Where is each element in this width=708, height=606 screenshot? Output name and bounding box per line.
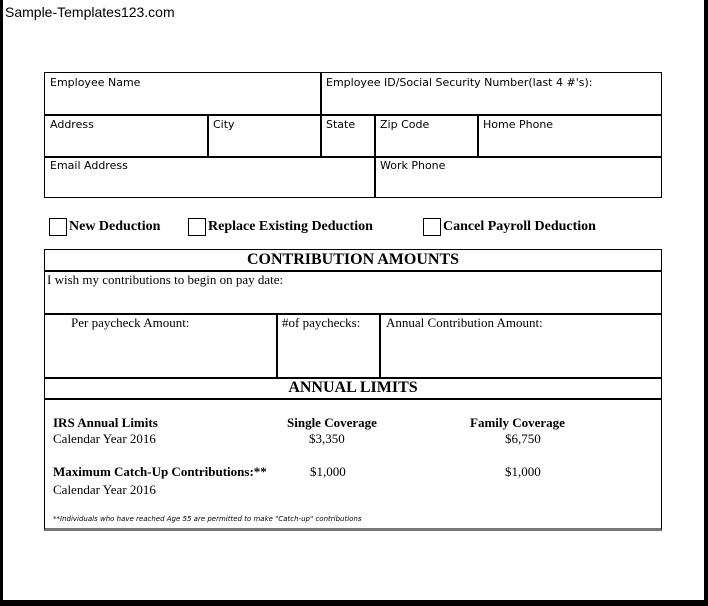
single-coverage-header: Single Coverage xyxy=(287,415,377,430)
catchup-footnote: **Individuals who have reached Age 55 ar… xyxy=(53,515,362,523)
checkbox-label: New Deduction xyxy=(69,219,161,234)
begin-date-field[interactable]: I wish my contributions to begin on pay … xyxy=(47,272,284,287)
catchup-label: Maximum Catch-Up Contributions:** xyxy=(53,464,267,479)
state-field[interactable]: State xyxy=(326,118,356,131)
home-phone-field[interactable]: Home Phone xyxy=(483,118,554,131)
checkbox-icon[interactable] xyxy=(49,218,67,236)
calendar-year-label: Calendar Year 2016 xyxy=(53,431,156,446)
email-field[interactable]: Email Address xyxy=(50,159,128,172)
cancel-deduction-checkbox[interactable]: Cancel Payroll Deduction xyxy=(423,218,596,236)
checkbox-icon[interactable] xyxy=(423,218,441,236)
single-coverage-value: $3,350 xyxy=(309,431,345,446)
watermark: Sample-Templates123.com xyxy=(5,4,175,20)
employee-name-field[interactable]: Employee Name xyxy=(50,76,141,89)
contribution-section: CONTRIBUTION AMOUNTS I wish my contribut… xyxy=(44,249,662,531)
catchup-family-value: $1,000 xyxy=(505,464,541,479)
form-page: Sample-Templates123.com Employee Name Em… xyxy=(3,0,704,600)
employee-id-field[interactable]: Employee ID/Social Security Number(last … xyxy=(326,76,593,89)
family-coverage-header: Family Coverage xyxy=(470,415,565,430)
calendar-year-label: Calendar Year 2016 xyxy=(53,482,156,497)
work-phone-field[interactable]: Work Phone xyxy=(380,159,446,172)
zip-field[interactable]: Zip Code xyxy=(380,118,430,131)
checkbox-label: Replace Existing Deduction xyxy=(208,219,373,234)
annual-limits-header: ANNUAL LIMITS xyxy=(288,379,418,396)
annual-contribution-field[interactable]: Annual Contribution Amount: xyxy=(386,315,543,330)
replace-deduction-checkbox[interactable]: Replace Existing Deduction xyxy=(188,218,373,236)
irs-limits-label: IRS Annual Limits xyxy=(53,415,158,430)
checkbox-icon[interactable] xyxy=(188,218,206,236)
checkbox-label: Cancel Payroll Deduction xyxy=(443,219,596,234)
contribution-header: CONTRIBUTION AMOUNTS xyxy=(246,251,460,268)
new-deduction-checkbox[interactable]: New Deduction xyxy=(49,218,160,236)
address-field[interactable]: Address xyxy=(50,118,94,131)
employee-info-table: Employee Name Employee ID/Social Securit… xyxy=(44,72,662,198)
catchup-single-value: $1,000 xyxy=(310,464,346,479)
per-paycheck-field[interactable]: Per paycheck Amount: xyxy=(71,315,190,330)
city-field[interactable]: City xyxy=(213,118,235,131)
num-paychecks-field[interactable]: #of paychecks: xyxy=(282,315,361,330)
family-coverage-value: $6,750 xyxy=(505,431,541,446)
